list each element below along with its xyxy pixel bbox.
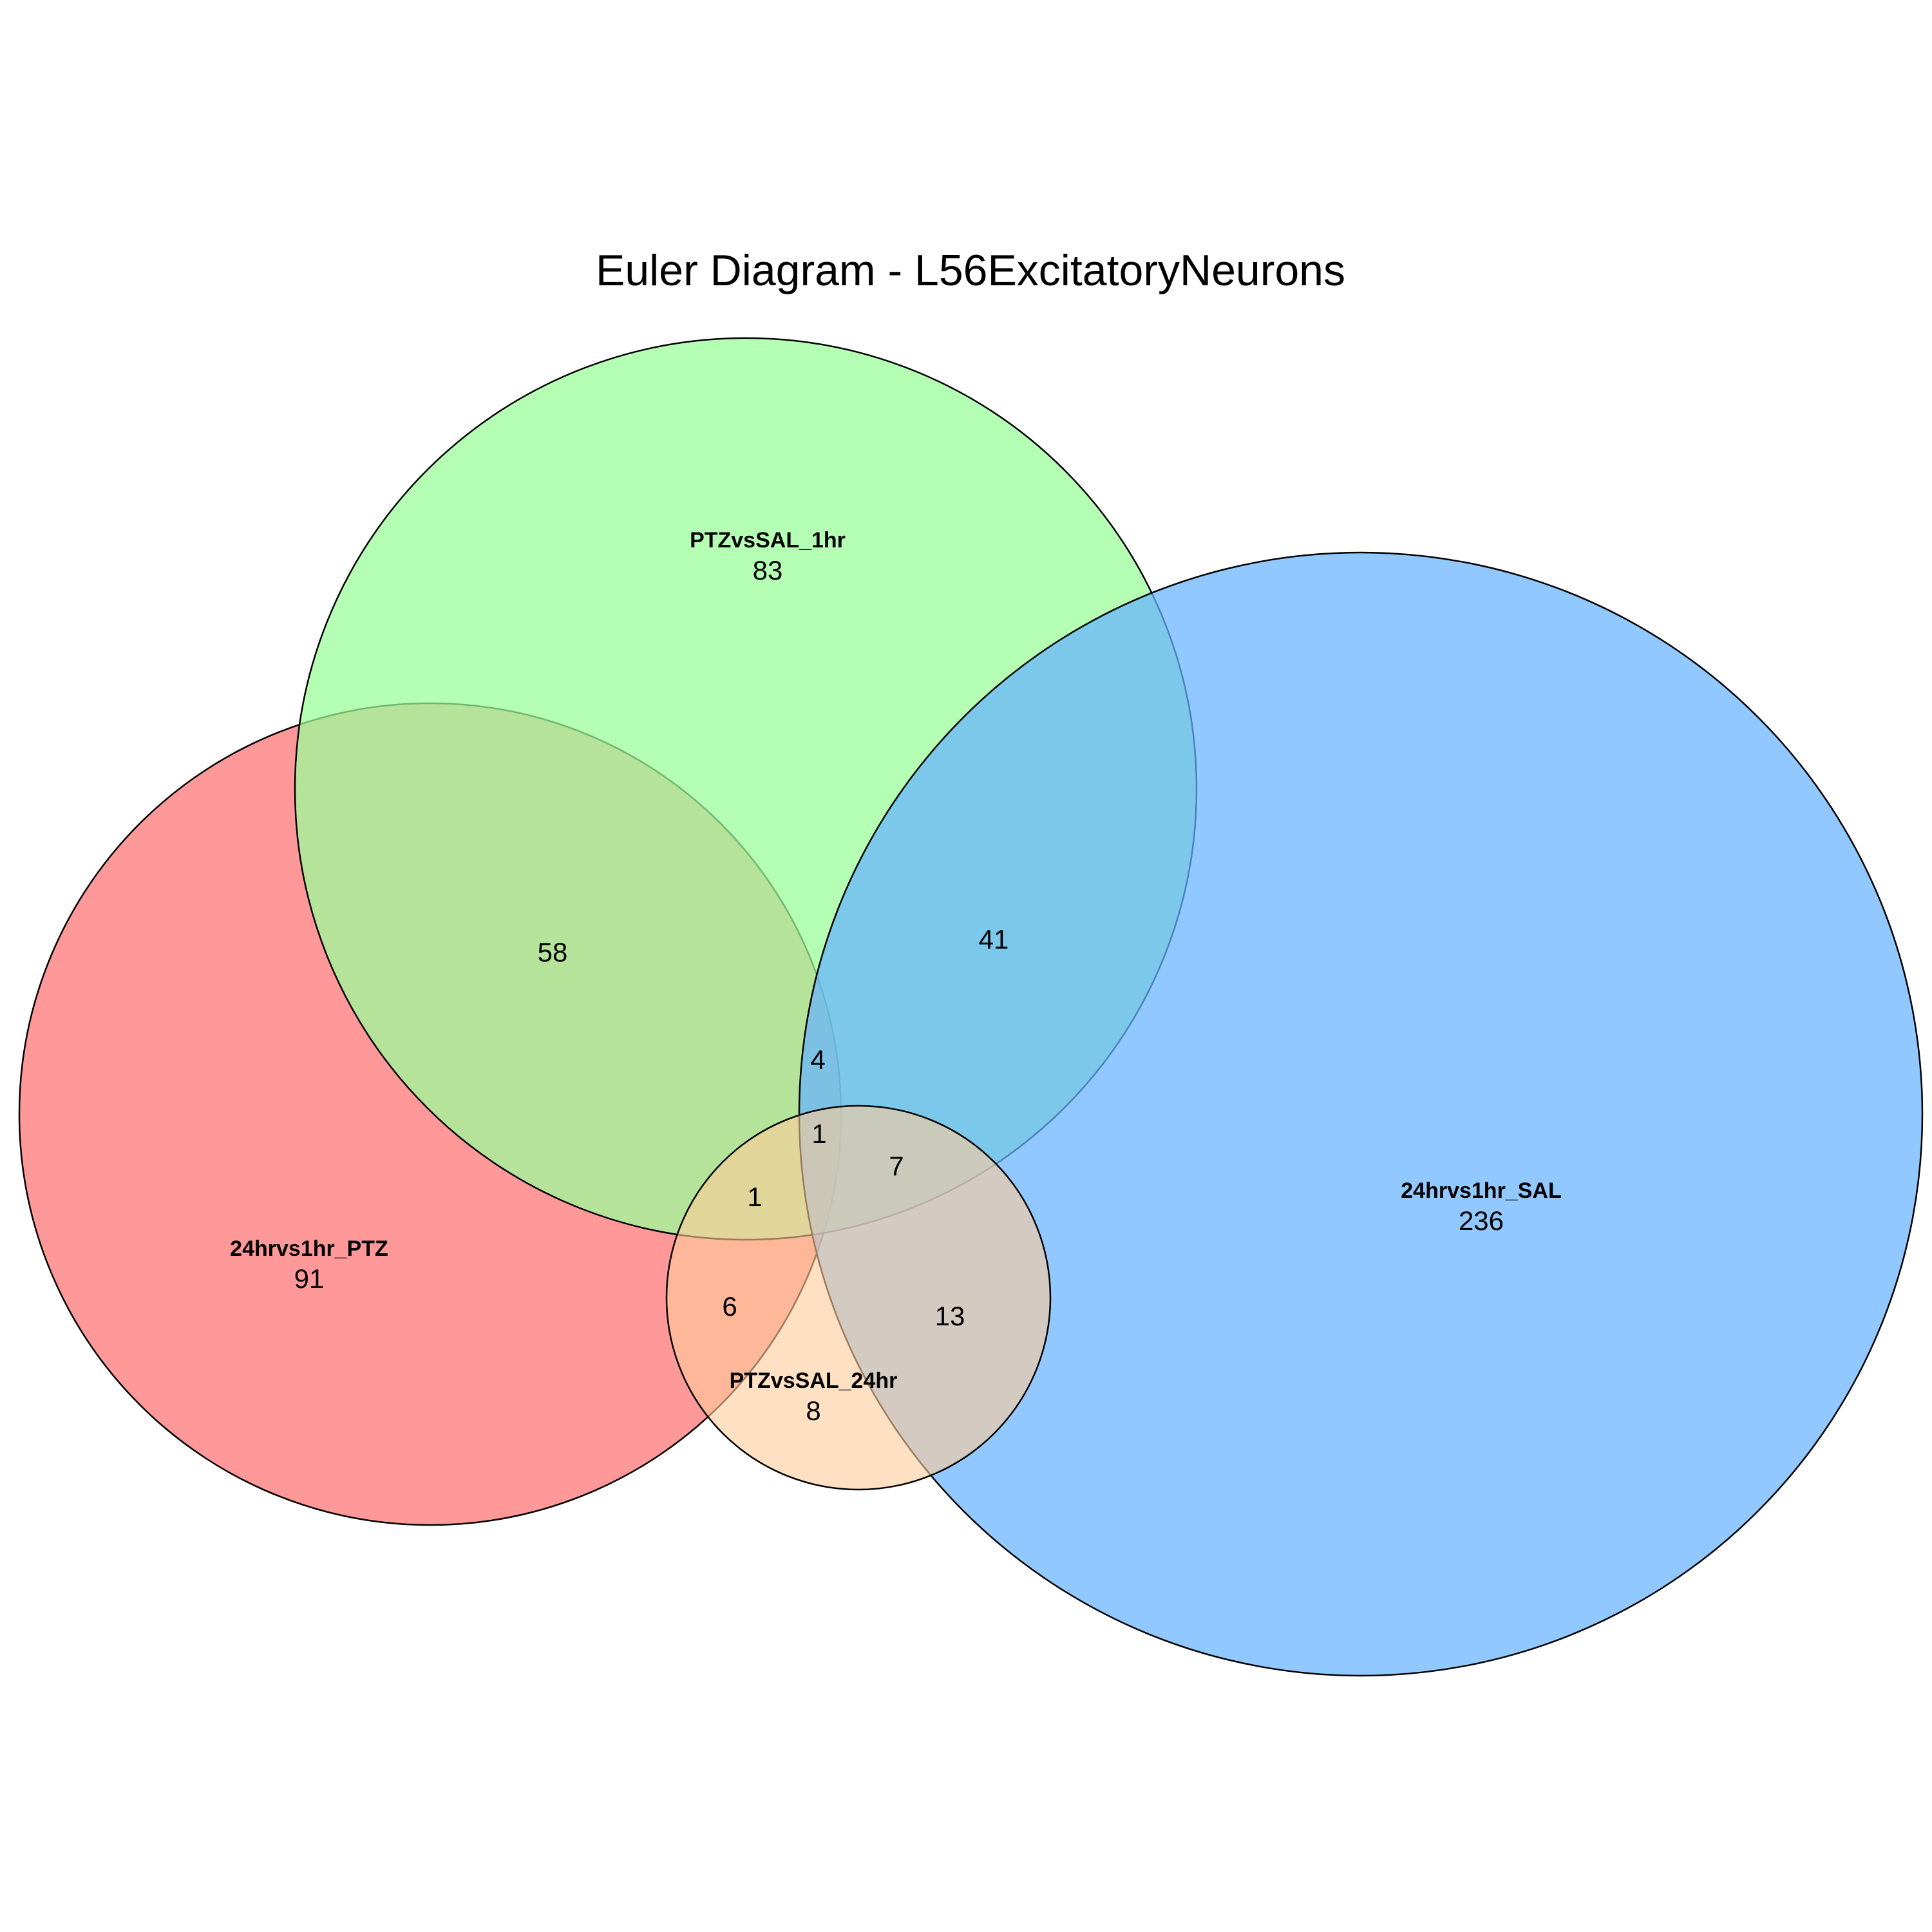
intersection-count-all-four: 1: [811, 1119, 826, 1149]
intersection-count-ptz-1hr: 58: [538, 937, 568, 967]
set-label-ptzvssal-1hr: PTZvsSAL_1hr: [690, 528, 846, 553]
set-circles: [18, 337, 1924, 1677]
intersection-count-1hr-sal-24hr: 7: [889, 1151, 904, 1181]
intersection-count-ptz-1hr-24hr: 1: [747, 1182, 762, 1212]
intersection-count-1hr-sal: 41: [979, 924, 1009, 954]
diagram-title: Euler Diagram - L56ExcitatoryNeurons: [596, 246, 1345, 295]
set-label-ptzvssal-24hr: PTZvsSAL_24hr: [730, 1368, 898, 1393]
set-count-24hrvs1hr-sal: 236: [1459, 1206, 1504, 1236]
set-label-24hrvs1hr-sal: 24hrvs1hr_SAL: [1401, 1179, 1561, 1203]
set-count-ptzvssal-24hr: 8: [806, 1396, 820, 1426]
intersection-counts: 58 41 4 1 7 1 6 13: [538, 924, 1009, 1331]
set-labels: PTZvsSAL_1hr 83 24hrvs1hr_PTZ 91 24hrvs1…: [230, 528, 1562, 1426]
intersection-count-ptz-24hr: 6: [722, 1291, 737, 1321]
intersection-count-sal-24hr: 13: [935, 1301, 965, 1331]
set-circle-ptzvssal-24hr: [665, 1104, 1052, 1491]
set-circle-24hrvs1hr-sal: [798, 551, 1924, 1677]
set-count-ptzvssal-1hr: 83: [753, 555, 783, 585]
intersection-count-ptz-1hr-sal: 4: [810, 1045, 825, 1075]
set-count-24hrvs1hr-ptz: 91: [294, 1264, 325, 1294]
set-label-24hrvs1hr-ptz: 24hrvs1hr_PTZ: [230, 1236, 388, 1261]
